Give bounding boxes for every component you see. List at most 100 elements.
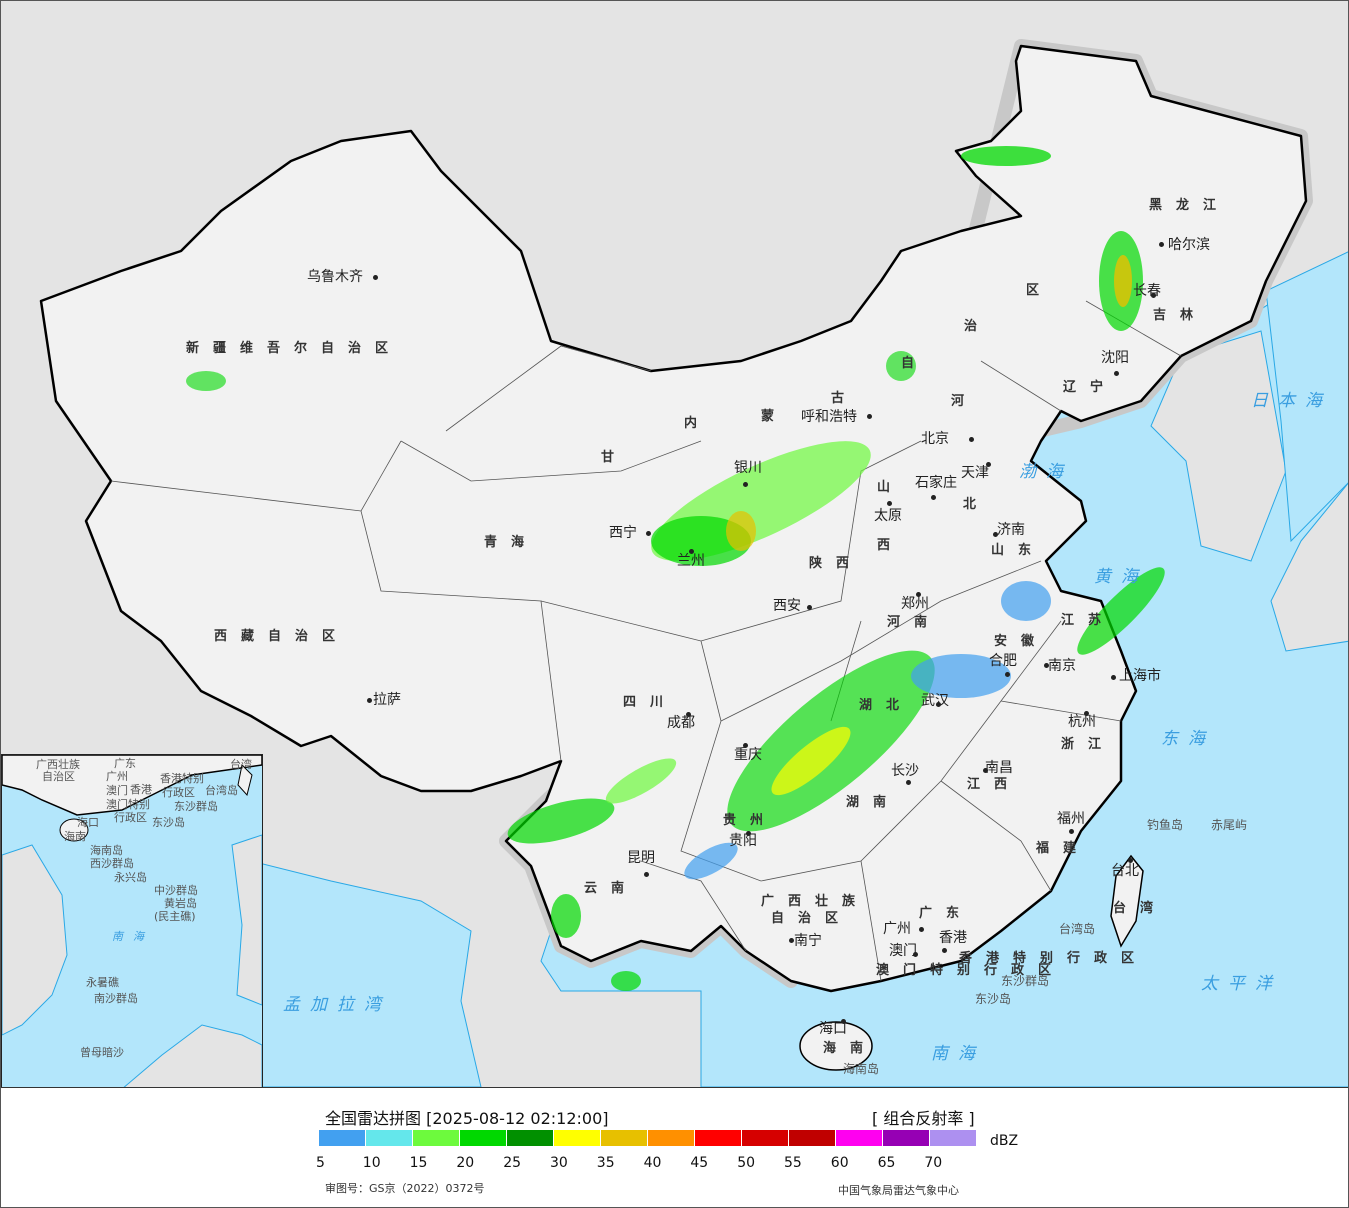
inset-label: 广州 bbox=[106, 770, 128, 783]
color-swatch bbox=[742, 1130, 788, 1146]
city-label: 济南 bbox=[997, 522, 1025, 538]
city-marker-icon bbox=[986, 462, 991, 467]
city-label: 太原 bbox=[874, 508, 902, 524]
legend-panel bbox=[0, 1088, 1349, 1208]
sea-label: 渤海 bbox=[1019, 462, 1073, 482]
city-marker-icon bbox=[689, 549, 694, 554]
province-label: 广东 bbox=[919, 906, 974, 921]
inset-label: 黄岩岛 bbox=[164, 897, 197, 910]
city-label: 郑州 bbox=[901, 596, 929, 612]
city-marker-icon bbox=[1084, 711, 1089, 716]
city-marker-icon bbox=[913, 952, 918, 957]
japan-land bbox=[1270, 482, 1348, 652]
city-label: 昆明 bbox=[627, 850, 655, 866]
city-marker-icon bbox=[746, 831, 751, 836]
inset-base bbox=[2, 755, 262, 1087]
city-label: 上海市 bbox=[1119, 668, 1161, 684]
province-label: 吉林 bbox=[1153, 308, 1208, 323]
color-swatch bbox=[601, 1130, 647, 1146]
inset-label: (民主礁) bbox=[154, 910, 196, 923]
city-marker-icon bbox=[931, 495, 936, 500]
inset-label: 澳门 bbox=[106, 784, 128, 797]
province-label: 澳门特别行政区 bbox=[876, 963, 1066, 978]
city-marker-icon bbox=[1005, 672, 1010, 677]
source-label: 中国气象局雷达气象中心 bbox=[838, 1184, 959, 1197]
province-label: 海南 bbox=[823, 1041, 878, 1056]
city-marker-icon bbox=[1159, 242, 1164, 247]
scale-tick: 55 bbox=[784, 1155, 802, 1171]
inset-label: 中沙群岛 bbox=[154, 884, 198, 897]
island-label: 海南岛 bbox=[843, 1062, 880, 1076]
radar-map[interactable]: 乌鲁木齐 哈尔滨 长春 沈阳 呼和浩特 北京 天津 石家庄 太原 济南 西宁 银川 兰州 西安 郑州 合肥 南京… bbox=[1, 1, 1348, 1088]
sea-japan-north bbox=[1265, 251, 1348, 543]
inset-label: 行政区 bbox=[162, 786, 195, 799]
city-marker-icon bbox=[1151, 293, 1156, 298]
province-label: 江西 bbox=[967, 777, 1022, 792]
inset-label: 西沙群岛 bbox=[90, 857, 134, 870]
city-marker-icon bbox=[936, 702, 941, 707]
sea-label: 南海 bbox=[931, 1044, 985, 1064]
province-label: 广西壮族 bbox=[761, 894, 870, 909]
city-label: 贵阳 bbox=[729, 833, 757, 849]
inset-label: 广西壮族 bbox=[36, 758, 80, 771]
radar-echoes bbox=[186, 146, 1165, 991]
inset-label: 永兴岛 bbox=[114, 871, 147, 884]
province-borders bbox=[110, 300, 1182, 982]
inset-label: 南海 bbox=[112, 930, 154, 943]
inset-label: 自治区 bbox=[42, 770, 75, 783]
island-label: 台湾岛 bbox=[1059, 922, 1096, 936]
city-marker-icon bbox=[743, 743, 748, 748]
sea-label: 黄海 bbox=[1094, 567, 1148, 587]
inset-label: 行政区 bbox=[114, 811, 147, 824]
city-marker-icon bbox=[1111, 675, 1116, 680]
city-label: 重庆 bbox=[734, 747, 762, 763]
island-label: 东沙群岛 bbox=[1001, 974, 1050, 988]
color-swatch bbox=[460, 1130, 506, 1146]
island-label: 钓鱼岛 bbox=[1147, 818, 1184, 832]
city-marker-icon bbox=[1114, 371, 1119, 376]
color-swatch bbox=[507, 1130, 553, 1146]
city-label: 南昌 bbox=[985, 760, 1013, 776]
province-label: 贵州 bbox=[723, 813, 778, 828]
city-marker-icon bbox=[367, 698, 372, 703]
city-marker-icon bbox=[807, 605, 812, 610]
city-marker-icon bbox=[969, 437, 974, 442]
city-label: 长沙 bbox=[891, 763, 919, 779]
unit-label: dBZ bbox=[990, 1133, 1019, 1149]
city-marker-icon bbox=[1128, 858, 1133, 863]
province-label: 西 bbox=[877, 538, 905, 553]
city-label: 呼和浩特 bbox=[801, 409, 857, 425]
province-label: 浙江 bbox=[1061, 737, 1116, 752]
province-label: 蒙 bbox=[761, 409, 789, 424]
city-label: 乌鲁木齐 bbox=[307, 269, 363, 285]
city-label: 武汉 bbox=[921, 693, 949, 709]
city-marker-icon bbox=[646, 531, 651, 536]
city-marker-icon bbox=[887, 501, 892, 506]
sea-label: 太平洋 bbox=[1201, 974, 1282, 994]
sea-bay-of-bengal bbox=[250, 860, 482, 1087]
scale-tick: 50 bbox=[737, 1155, 756, 1171]
scale-tick: 20 bbox=[456, 1155, 475, 1171]
product-label: [ 组合反射率 ] bbox=[872, 1109, 975, 1128]
scale-tick: 70 bbox=[924, 1155, 943, 1171]
city-label: 天津 bbox=[961, 465, 989, 481]
scale-tick: 65 bbox=[877, 1155, 896, 1171]
province-label: 湖北 bbox=[859, 698, 914, 713]
scale-tick: 10 bbox=[362, 1155, 381, 1171]
taiwan-land bbox=[1110, 854, 1144, 948]
color-swatch bbox=[930, 1130, 976, 1146]
city-label: 沈阳 bbox=[1101, 350, 1129, 366]
city-label: 台北 bbox=[1111, 863, 1139, 879]
inset-label: 广东 bbox=[114, 757, 136, 770]
province-label: 山东 bbox=[991, 543, 1046, 558]
city-marker-icon bbox=[686, 712, 691, 717]
legend-title: 全国雷达拼图 [2025-08-12 02:12:00] bbox=[325, 1109, 609, 1128]
scale-tick: 60 bbox=[830, 1155, 849, 1171]
city-label: 成都 bbox=[667, 715, 695, 731]
province-label: 黑龙江 bbox=[1149, 198, 1231, 213]
south-china-sea-inset: 广西壮族 自治区 广东 台湾 广州 澳门 香港 香港特别 行政区 澳门特别 行政区 台湾岛 东沙群岛 东沙… bbox=[1, 754, 263, 1087]
province-label: 湖南 bbox=[846, 795, 901, 810]
city-label: 西安 bbox=[773, 598, 801, 614]
city-marker-icon bbox=[942, 948, 947, 953]
color-swatch bbox=[883, 1130, 929, 1146]
